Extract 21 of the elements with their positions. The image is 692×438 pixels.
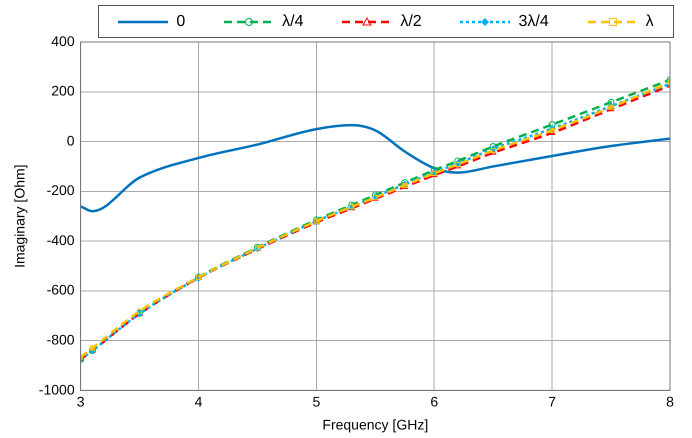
x-tick-label: 3: [76, 394, 85, 410]
y-tick-label: 0: [66, 132, 75, 148]
x-tick-label: 4: [194, 394, 203, 410]
x-axis-title: Frequency [GHz]: [322, 416, 428, 432]
x-tick-label: 7: [548, 394, 556, 410]
y-tick-label: 200: [51, 82, 75, 99]
y-tick-label: -1000: [38, 381, 75, 398]
legend-label: λ/2: [400, 12, 422, 30]
y-tick-label: -400: [46, 232, 75, 248]
x-tick-label: 8: [666, 394, 674, 410]
y-tick-label: -800: [46, 331, 75, 348]
x-tick-label: 5: [312, 394, 320, 410]
y-tick-label: -200: [46, 182, 75, 198]
y-tick-label: 400: [51, 32, 75, 49]
y-axis-title: Imaginary [Ohm]: [11, 164, 28, 268]
x-tick-label: 6: [430, 394, 438, 410]
y-tick-label: -600: [46, 282, 75, 298]
legend-label: 3λ/4: [518, 12, 549, 30]
legend-label: λ: [646, 12, 654, 30]
legend-label: λ/4: [282, 12, 304, 30]
legend-label: 0: [176, 12, 186, 30]
